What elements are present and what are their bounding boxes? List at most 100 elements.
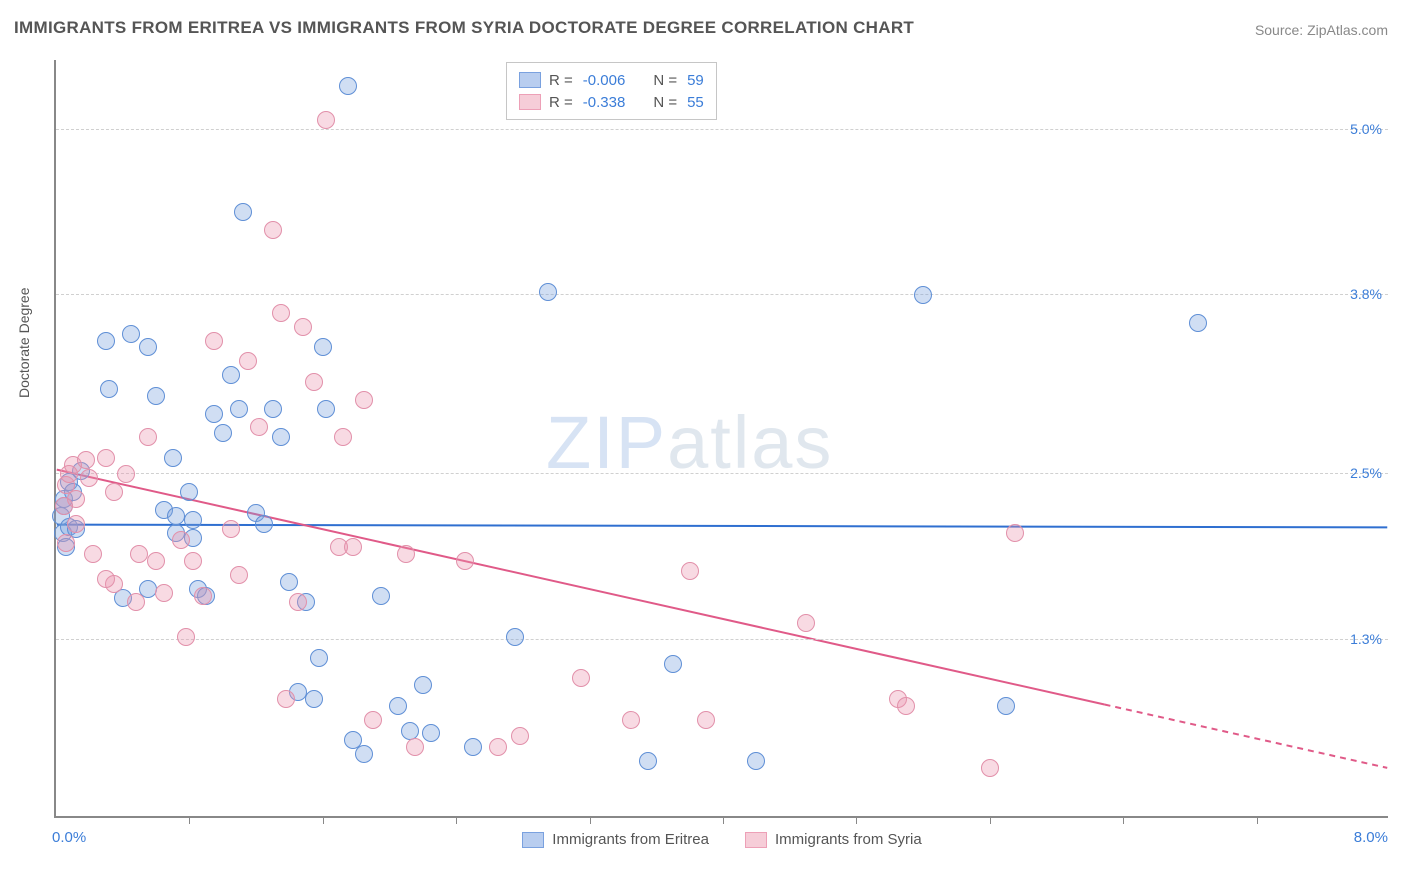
data-point-eritrea [639,752,657,770]
y-axis-label: Doctorate Degree [16,287,32,398]
watermark-bold: ZIP [546,401,667,484]
data-point-eritrea [317,400,335,418]
legend-label-eritrea: Immigrants from Eritrea [552,831,709,848]
x-tick [323,816,324,824]
data-point-eritrea [97,332,115,350]
legend-n-label: N = [653,94,677,111]
data-point-eritrea [372,587,390,605]
gridline [56,639,1388,640]
x-axis-min-label: 0.0% [52,829,86,846]
data-point-syria [97,449,115,467]
data-point-eritrea [1189,314,1207,332]
data-point-eritrea [100,380,118,398]
data-point-syria [264,221,282,239]
data-point-syria [130,545,148,563]
data-point-syria [277,690,295,708]
data-point-eritrea [914,286,932,304]
data-point-syria [230,566,248,584]
x-tick [456,816,457,824]
data-point-syria [797,614,815,632]
data-point-eritrea [539,283,557,301]
data-point-syria [147,552,165,570]
data-point-eritrea [305,690,323,708]
data-point-eritrea [167,507,185,525]
x-axis-max-label: 8.0% [1354,829,1388,846]
legend-swatch-eritrea [522,832,544,848]
trend-lines-layer [56,60,1388,816]
data-point-eritrea [122,325,140,343]
data-point-syria [84,545,102,563]
data-point-syria [127,593,145,611]
data-point-syria [155,584,173,602]
data-point-eritrea [414,676,432,694]
legend-row-eritrea: R =-0.006N =59 [519,69,704,91]
data-point-eritrea [997,697,1015,715]
x-tick [189,816,190,824]
source-name: ZipAtlas.com [1307,22,1388,38]
legend-n-value-eritrea: 59 [687,72,704,89]
data-point-eritrea [272,428,290,446]
y-tick-label: 2.5% [1350,465,1382,481]
data-point-syria [1006,524,1024,542]
data-point-eritrea [205,405,223,423]
watermark-thin: atlas [667,401,833,484]
data-point-syria [272,304,290,322]
data-point-eritrea [401,722,419,740]
data-point-syria [572,669,590,687]
data-point-syria [139,428,157,446]
data-point-eritrea [506,628,524,646]
data-point-eritrea [280,573,298,591]
chart-title: IMMIGRANTS FROM ERITREA VS IMMIGRANTS FR… [14,18,914,38]
data-point-syria [456,552,474,570]
data-point-syria [364,711,382,729]
data-point-eritrea [389,697,407,715]
data-point-syria [117,465,135,483]
data-point-eritrea [747,752,765,770]
data-point-syria [317,111,335,129]
legend-swatch-syria [519,94,541,110]
legend-n-value-syria: 55 [687,94,704,111]
data-point-eritrea [230,400,248,418]
data-point-syria [981,759,999,777]
data-point-syria [205,332,223,350]
data-point-syria [406,738,424,756]
data-point-syria [77,451,95,469]
data-point-syria [57,534,75,552]
data-point-syria [289,593,307,611]
data-point-eritrea [180,483,198,501]
data-point-syria [177,628,195,646]
legend-r-value-eritrea: -0.006 [583,72,626,89]
data-point-eritrea [214,424,232,442]
gridline [56,129,1388,130]
data-point-syria [489,738,507,756]
data-point-syria [80,469,98,487]
data-point-syria [355,391,373,409]
data-point-eritrea [464,738,482,756]
watermark: ZIPatlas [546,400,833,485]
data-point-syria [67,515,85,533]
data-point-eritrea [314,338,332,356]
data-point-syria [105,483,123,501]
data-point-syria [511,727,529,745]
data-point-eritrea [222,366,240,384]
legend-n-label: N = [653,72,677,89]
source-label: Source: ZipAtlas.com [1255,22,1388,38]
data-point-syria [334,428,352,446]
x-tick [990,816,991,824]
legend-item-eritrea: Immigrants from Eritrea [522,831,709,848]
legend-swatch-syria [745,832,767,848]
data-point-eritrea [339,77,357,95]
data-point-eritrea [664,655,682,673]
data-point-eritrea [310,649,328,667]
data-point-eritrea [139,338,157,356]
data-point-syria [194,587,212,605]
legend-row-syria: R =-0.338N =55 [519,91,704,113]
data-point-syria [344,538,362,556]
data-point-eritrea [147,387,165,405]
data-point-syria [222,520,240,538]
scatter-plot: Doctorate Degree ZIPatlas R =-0.006N =59… [54,60,1388,818]
gridline [56,294,1388,295]
data-point-syria [897,697,915,715]
y-tick-label: 5.0% [1350,121,1382,137]
y-tick-label: 1.3% [1350,631,1382,647]
